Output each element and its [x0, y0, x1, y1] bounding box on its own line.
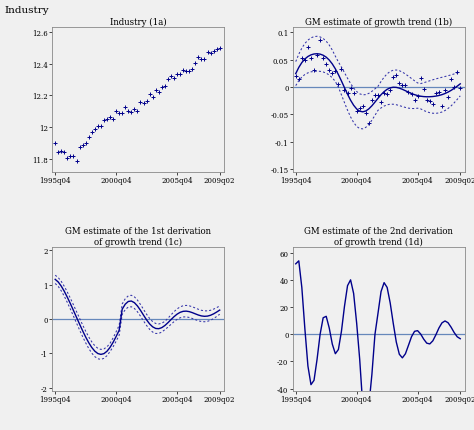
Title: GM estimate of the 1st derivation
of growth trend (1c): GM estimate of the 1st derivation of gro… [65, 227, 211, 246]
Title: GM estimate of the 2nd derivation
of growth trend (1d): GM estimate of the 2nd derivation of gro… [304, 227, 453, 246]
Title: Industry (1a): Industry (1a) [109, 18, 166, 27]
Title: GM estimate of growth trend (1b): GM estimate of growth trend (1b) [305, 18, 452, 27]
Text: Industry: Industry [5, 6, 49, 15]
